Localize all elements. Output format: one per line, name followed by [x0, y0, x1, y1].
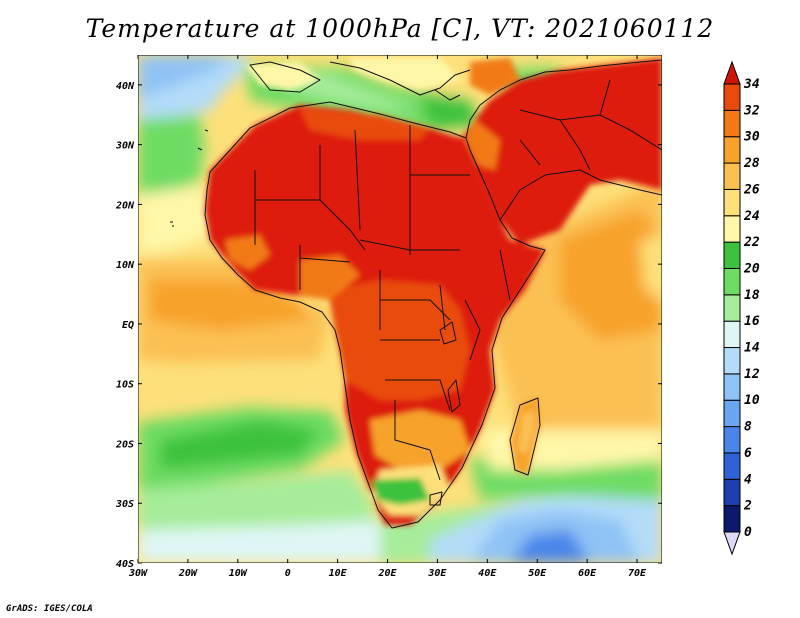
colorbar-segment — [723, 373, 741, 401]
lat-tick-label: EQ — [122, 320, 134, 331]
colorbar-over-arrow — [723, 60, 741, 85]
lat-tick-label: 10S — [116, 380, 134, 391]
colorbar-label: 26 — [743, 182, 760, 197]
colorbar-segment — [723, 215, 741, 243]
colorbar-segment — [723, 347, 741, 375]
colorbar-label: 6 — [744, 446, 752, 461]
colorbar-segment — [723, 452, 741, 480]
lat-tick-label: 10N — [116, 260, 135, 271]
lon-tick-label: 60E — [578, 568, 597, 579]
colorbar-label: 4 — [744, 472, 752, 487]
colorbar-label: 2 — [743, 499, 752, 514]
colorbar-label: 12 — [744, 367, 760, 382]
colorbar-label: 20 — [743, 261, 760, 276]
colorbar-segment — [723, 294, 741, 322]
colorbar-label: 16 — [744, 314, 760, 329]
colorbar-segment — [723, 109, 741, 138]
lon-tick-label: 10W — [229, 568, 248, 579]
lon-tick-label: 0 — [285, 568, 291, 579]
lon-tick-label: 70E — [628, 568, 647, 579]
grads-credit: GrADS: IGES/COLA — [6, 604, 93, 614]
colorbar-label: 22 — [743, 235, 760, 250]
lat-tick-label: 20S — [115, 439, 134, 450]
colorbar-segment — [723, 162, 741, 190]
colorbar-segment — [723, 320, 741, 349]
lon-tick-label: 30W — [128, 568, 148, 579]
colorbar-label: 14 — [744, 341, 760, 356]
colorbar-segment — [723, 241, 741, 269]
lat-tick-label: 30S — [115, 499, 134, 510]
lat-tick-label: 20N — [115, 200, 135, 211]
lon-tick-label: 40E — [478, 568, 497, 579]
latitude-tick-labels: 40N 30N 20N 10N EQ 10S 20S 30S 40S — [115, 81, 135, 570]
axis-tick-marks — [137, 55, 662, 564]
colorbar-label: 24 — [743, 209, 760, 224]
lat-tick-label: 40S — [116, 559, 134, 570]
temperature-field — [138, 55, 662, 563]
lon-tick-label: 50E — [528, 568, 547, 579]
lon-tick-label: 10E — [329, 568, 348, 579]
colorbar-segment — [723, 83, 741, 111]
colorbar-segment — [723, 267, 741, 296]
colorbar-label: 30 — [743, 130, 760, 145]
colorbar-label: 18 — [744, 288, 760, 303]
colorbar-label: 28 — [743, 156, 760, 171]
longitude-tick-labels: 30W 20W 10W 0 10E 20E 30E 40E 50E 60E 70E — [128, 568, 647, 579]
lon-tick-label: 20W — [178, 568, 198, 579]
colorbar-segment — [723, 505, 741, 533]
colorbar-label: 8 — [744, 420, 752, 435]
colorbar-segment — [723, 426, 741, 454]
colorbar-segment — [723, 399, 741, 428]
lon-tick-label: 30E — [427, 568, 447, 579]
colorbar-label: 0 — [744, 525, 752, 540]
colorbar-label: 10 — [744, 393, 760, 408]
colorbar-segment — [723, 478, 741, 507]
colorbar-label: 32 — [743, 103, 760, 118]
colorbar-segment — [723, 188, 741, 217]
map-title: Temperature at 1000hPa [C], VT: 20210601… — [85, 14, 715, 43]
colorbar-segment — [723, 136, 741, 164]
lon-tick-label: 20E — [377, 568, 397, 579]
colorbar-label: 34 — [743, 77, 760, 92]
colorbar-under-arrow — [723, 531, 741, 556]
lat-tick-label: 40N — [116, 81, 135, 92]
lat-tick-label: 30N — [115, 141, 135, 152]
